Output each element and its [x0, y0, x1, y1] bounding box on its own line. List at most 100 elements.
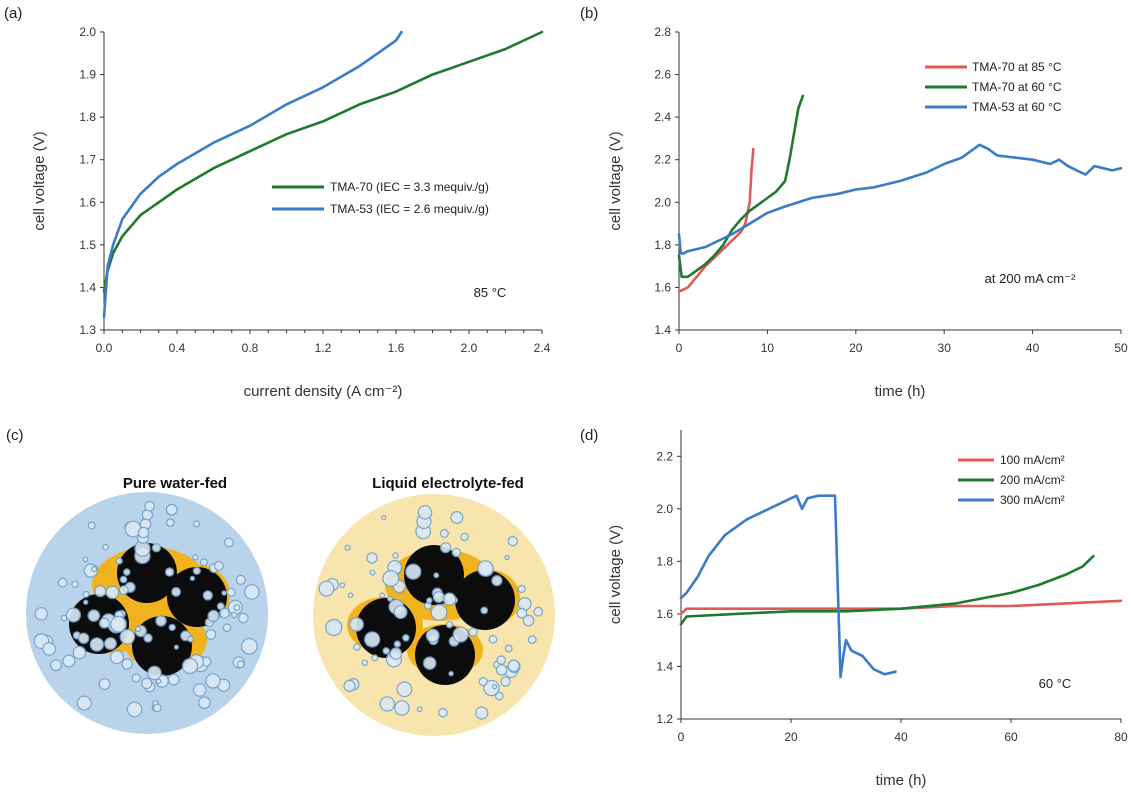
- bubble: [49, 659, 62, 672]
- bubble: [137, 526, 150, 539]
- d-y-tick-label: 2.2: [656, 449, 673, 463]
- bubble: [392, 552, 399, 559]
- a-x-tick-label: 1.6: [388, 341, 405, 355]
- bubble: [205, 673, 221, 689]
- bubble: [507, 536, 518, 547]
- b-y-tick-label: 2.0: [654, 195, 671, 209]
- catalyst-particle: [132, 616, 192, 676]
- bubble: [451, 547, 461, 558]
- d-x-tick-label: 80: [1114, 730, 1128, 744]
- bubble: [105, 585, 120, 600]
- bubble: [115, 557, 123, 565]
- bubble: [349, 617, 365, 632]
- bubble: [98, 678, 111, 691]
- bubble: [71, 580, 79, 589]
- d-legend-label: 200 mA/cm²: [1000, 473, 1065, 487]
- b-x-tick-label: 0: [676, 341, 683, 355]
- bubble: [87, 521, 96, 530]
- bubble: [102, 543, 109, 551]
- bubble: [494, 691, 504, 701]
- bubble: [135, 626, 142, 633]
- bubble: [57, 577, 68, 588]
- bubble: [155, 615, 167, 627]
- bubble: [60, 614, 68, 622]
- b-y-tick-label: 1.4: [654, 323, 671, 337]
- bubble: [475, 706, 489, 720]
- d-x-tick-label: 0: [678, 730, 685, 744]
- bubble: [433, 572, 440, 579]
- bubble: [440, 542, 452, 554]
- bubble: [173, 644, 179, 650]
- bubble: [109, 650, 124, 665]
- bubble: [143, 633, 153, 643]
- bubble: [379, 696, 395, 712]
- bubble: [366, 552, 378, 564]
- bubble: [460, 532, 469, 542]
- bubble: [371, 654, 379, 662]
- bubble: [405, 563, 422, 580]
- bubble: [442, 592, 457, 606]
- bubble: [382, 569, 400, 587]
- d-y-axis-label: cell voltage (V): [607, 525, 624, 624]
- a-x-tick-label: 2.0: [461, 341, 478, 355]
- bubble: [119, 628, 136, 645]
- bubble: [62, 654, 76, 668]
- b-y-tick-label: 2.2: [654, 153, 671, 167]
- d-series-line-1: [679, 599, 1123, 616]
- panel-b-label: (b): [580, 5, 598, 22]
- bubble: [448, 670, 454, 677]
- bubble: [82, 599, 89, 605]
- d-x-tick-label: 40: [894, 730, 908, 744]
- bubble: [192, 554, 199, 561]
- bubble: [219, 607, 230, 619]
- d-x-tick-label: 20: [784, 730, 798, 744]
- bubble: [82, 590, 90, 598]
- bubble: [187, 635, 195, 643]
- bubble: [199, 558, 208, 567]
- bubble: [426, 597, 433, 604]
- b-x-tick-label: 30: [938, 341, 952, 355]
- b-annotation: at 200 mA cm⁻²: [985, 271, 1076, 286]
- bubble: [238, 612, 249, 624]
- b-x-tick-label: 20: [849, 341, 863, 355]
- bubble: [369, 569, 376, 576]
- bubble: [123, 568, 131, 576]
- a-x-tick-label: 2.4: [534, 341, 551, 355]
- bubble: [244, 584, 260, 600]
- bubble: [396, 681, 413, 698]
- b-x-axis-label: time (h): [875, 383, 926, 400]
- bubble: [235, 574, 246, 586]
- bubble: [223, 537, 234, 548]
- bubble: [504, 554, 510, 561]
- electrolyte-fed-bubbles: [318, 505, 544, 720]
- bubble: [488, 634, 498, 644]
- panel-d-label: (d): [580, 427, 598, 444]
- d-y-tick-label: 1.4: [656, 659, 673, 673]
- bubble: [416, 706, 423, 713]
- bubble: [72, 645, 87, 660]
- bubble: [168, 623, 176, 632]
- bubble: [500, 676, 511, 687]
- bubble: [98, 617, 110, 629]
- bubble: [155, 678, 162, 685]
- bubble: [491, 574, 503, 587]
- b-series-line-3: [677, 143, 1123, 255]
- bubble: [65, 607, 82, 623]
- bubble: [167, 673, 180, 686]
- bubble: [240, 637, 258, 655]
- b-legend-label: TMA-70 at 85 °C: [972, 60, 1062, 74]
- d-annotation: 60 °C: [1039, 676, 1072, 691]
- panel-a-label: (a): [4, 5, 22, 22]
- b-y-tick-label: 1.6: [654, 280, 671, 294]
- bubble: [221, 590, 227, 596]
- bubble: [121, 658, 133, 670]
- b-y-tick-label: 2.8: [654, 25, 671, 39]
- bubble: [480, 606, 489, 615]
- bubble: [165, 503, 178, 516]
- d-series-line-2: [679, 554, 1095, 626]
- bubble: [393, 605, 408, 620]
- bubble: [417, 505, 433, 520]
- bubble: [171, 586, 182, 597]
- bubble: [90, 565, 98, 573]
- bubble: [478, 676, 488, 687]
